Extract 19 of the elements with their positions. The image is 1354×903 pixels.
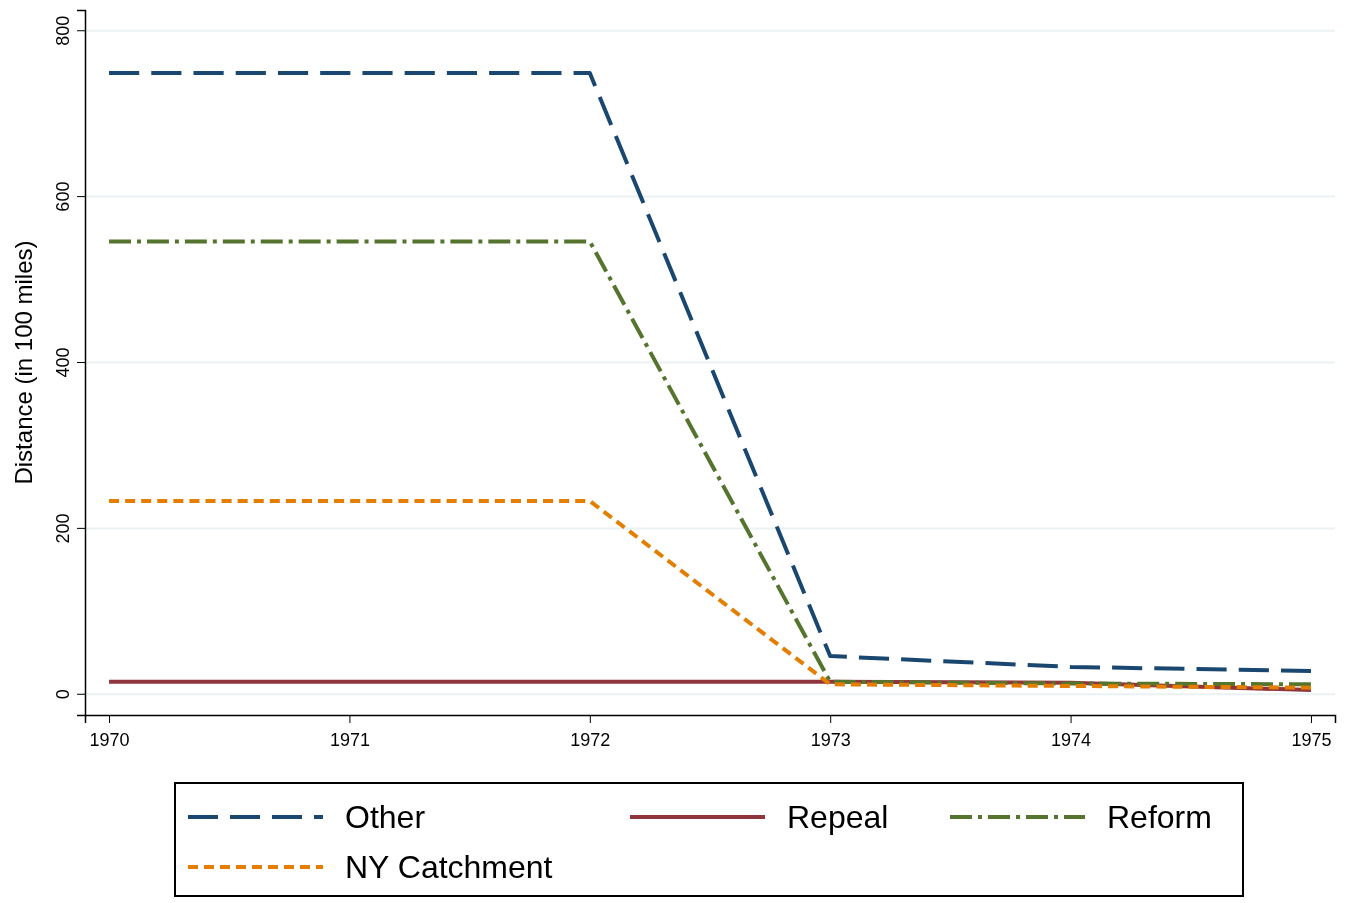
x-tick-label: 1972 — [570, 729, 611, 750]
legend-label: Other — [345, 799, 426, 835]
y-tick-label: 400 — [53, 347, 73, 378]
y-tick-label: 200 — [53, 513, 73, 544]
x-tick-label: 1971 — [329, 729, 370, 750]
y-tick-label: 600 — [53, 181, 73, 212]
y-tick-label: 800 — [53, 15, 73, 46]
x-tick-label: 1973 — [810, 729, 851, 750]
x-tick-label: 1974 — [1051, 729, 1092, 750]
legend-label: NY Catchment — [345, 849, 553, 885]
legend-label: Repeal — [787, 799, 889, 835]
line-series — [107, 239, 1313, 687]
line-series — [107, 71, 1313, 674]
y-tick-label: 0 — [53, 689, 73, 700]
x-tick-label: 1975 — [1291, 729, 1332, 750]
legend-label: Reform — [1107, 799, 1212, 835]
y-axis-title: Distance (in 100 miles) — [10, 240, 37, 485]
line-series — [107, 499, 1313, 690]
x-tick-label: 1970 — [89, 729, 130, 750]
